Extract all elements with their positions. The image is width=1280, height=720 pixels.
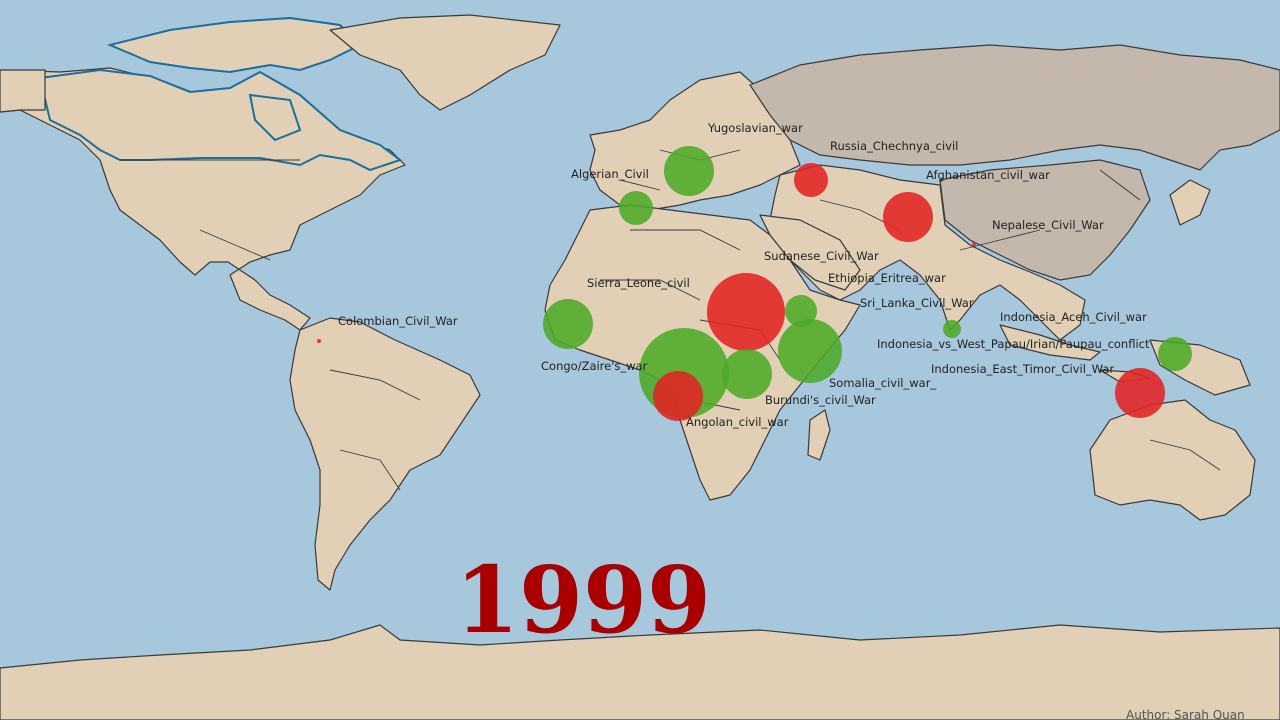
conflict-bubbles: [317, 146, 1192, 421]
conflict-label-6: Ethiopia_Eritrea_war: [828, 271, 946, 285]
landmass-arctic-islands: [106, 16, 362, 142]
conflict-bubble-2: [619, 191, 653, 225]
conflict-bubble-5: [707, 273, 785, 351]
landmass-japan: [1169, 179, 1211, 226]
conflict-label-5: Sudanese_Civil_War: [764, 249, 879, 263]
conflict-bubble-6: [785, 295, 817, 327]
landmass-alaska: [0, 69, 46, 113]
conflict-bubble-1: [794, 163, 828, 197]
conflict-label-3: Afghanistan_civil_war: [926, 168, 1050, 182]
conflict-label-4: Nepalese_Civil_War: [992, 218, 1104, 232]
conflict-label-9: Colombian_Civil_War: [338, 314, 458, 328]
landmass-madagascar: [807, 409, 831, 461]
conflict-bubble-10: [1158, 337, 1192, 371]
conflict-label-14: Somalia_civil_war_: [829, 376, 936, 390]
conflict-bubble-4: [972, 242, 976, 246]
conflict-bubble-0: [664, 146, 714, 196]
conflict-label-0: Yugoslavian_war: [707, 121, 803, 135]
conflict-label-13: Indonesia_East_Timor_Civil_War: [931, 362, 1114, 376]
landmass-antarctica: [0, 624, 1280, 720]
landmass-russia: [749, 44, 1280, 171]
conflict-label-12: Congo/Zaire's_war: [541, 359, 648, 373]
conflict-bubble-8: [943, 320, 961, 338]
conflict-bubble-16: [653, 371, 703, 421]
conflict-bubble-9: [317, 339, 321, 343]
conflict-bubble-3: [883, 192, 933, 242]
landmass-canada: [38, 68, 403, 172]
conflict-label-2: Algerian_Civil: [571, 167, 649, 181]
landmass-greenland: [329, 14, 561, 111]
conflict-label-10: Indonesia_Aceh_Civil_war: [1000, 310, 1147, 324]
author-credit: Author: Sarah Quan: [1126, 708, 1245, 720]
conflict-label-16: Angolan_civil_war: [686, 415, 789, 429]
conflict-label-8: Sri_Lanka_Civil_War: [860, 296, 974, 310]
conflict-bubble-13: [1115, 368, 1165, 418]
conflict-labels: Yugoslavian_war Russia_Chechnya_civil Alge…: [338, 121, 1150, 429]
landmass-arabia: [759, 214, 861, 291]
conflict-label-7: Sierra_Leone_civil: [587, 276, 690, 290]
conflict-label-11: Indonesia_vs_West_Papau/Irian/Paupau_con…: [877, 337, 1150, 351]
landmass-asia: [769, 164, 1086, 341]
conflict-label-1: Russia_Chechnya_civil: [830, 139, 958, 153]
year-label: 1999: [455, 546, 711, 654]
conflict-bubble-15: [722, 349, 772, 399]
landmass-south-america: [289, 317, 481, 591]
conflict-bubble-7: [543, 299, 593, 349]
conflict-label-15: Burundi's_civil_War: [765, 393, 876, 407]
conflict-bubble-14: [778, 319, 842, 383]
